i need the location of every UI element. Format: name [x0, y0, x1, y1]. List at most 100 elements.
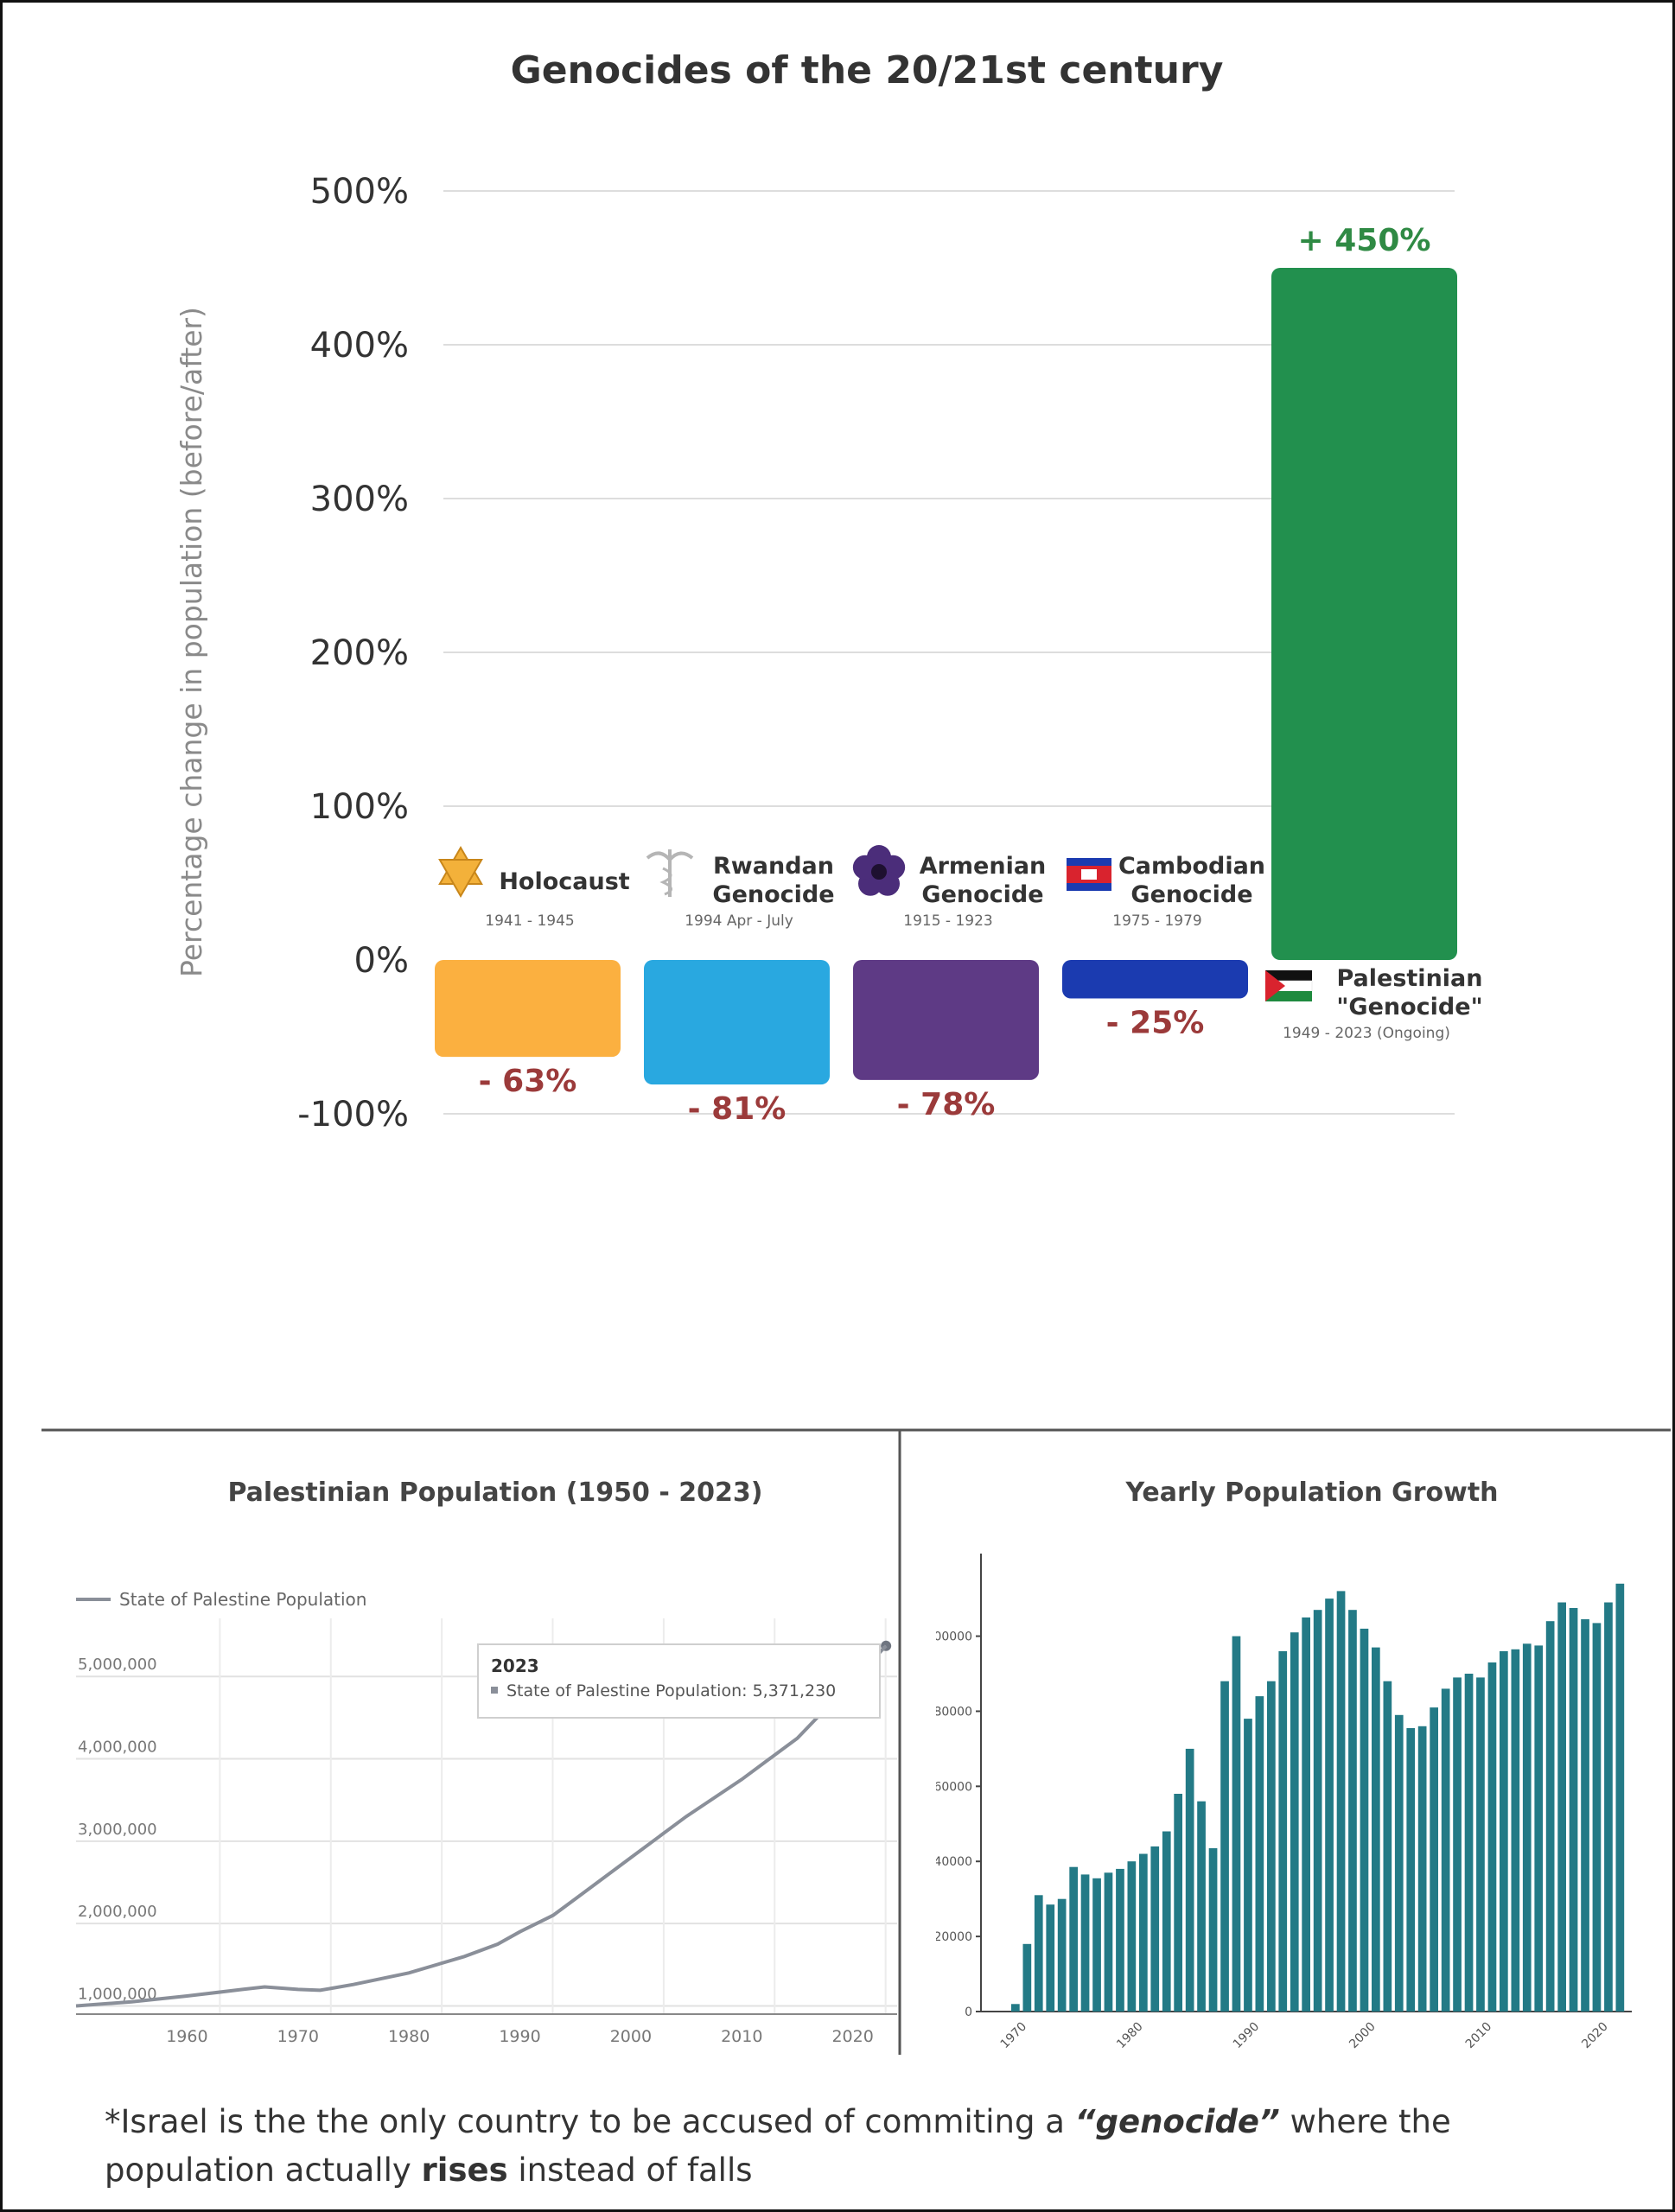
- growth-y-tick-label: 100000: [936, 1630, 972, 1644]
- footnote-asterisk: *: [105, 2103, 121, 2140]
- footnote-text-part1: Israel is the the only country to be acc…: [120, 2103, 1075, 2140]
- growth-bar: [1290, 1632, 1299, 2012]
- growth-bar: [1022, 1943, 1032, 2012]
- growth-bar: [1267, 1681, 1276, 2012]
- star-of-david-icon: [438, 845, 483, 899]
- main-bar-value-label: - 78%: [897, 1087, 996, 1122]
- growth-bar: [1383, 1681, 1392, 2012]
- growth-bar: [1581, 1619, 1589, 2012]
- growth-bar: [1430, 1707, 1438, 2012]
- main-category-period: 1941 - 1945: [485, 912, 574, 930]
- growth-bar: [1534, 1645, 1544, 2012]
- main-chart-title: Genocides of the 20/21st century: [511, 48, 1224, 92]
- growth-bar: [1417, 1726, 1427, 2012]
- growth-bar: [1057, 1898, 1067, 2012]
- growth-bar: [1406, 1728, 1416, 2012]
- growth-x-tick-label: 2010: [1463, 2020, 1495, 2052]
- main-bar: [1062, 960, 1248, 999]
- growth-bar: [1372, 1647, 1380, 2012]
- population-tooltip-swatch: [491, 1687, 498, 1694]
- growth-bar: [1197, 1801, 1206, 2012]
- growth-bar: [1394, 1714, 1404, 2012]
- main-bar-value-label: - 81%: [688, 1091, 787, 1127]
- main-bar-value-label: + 450%: [1298, 223, 1431, 258]
- growth-x-tick-label: 1970: [998, 2020, 1030, 2052]
- main-chart-bars: [435, 268, 1457, 1085]
- population-line-chart: Palestinian Population (1950 - 2023) Sta…: [41, 1428, 936, 2055]
- growth-bar: [1139, 1853, 1148, 2012]
- growth-bar: [1127, 1861, 1137, 2012]
- growth-bar: [1150, 1846, 1160, 2012]
- growth-bar: [1302, 1617, 1310, 2012]
- palestine-flag-icon: [1264, 970, 1313, 1001]
- growth-bar: [1116, 1868, 1124, 2012]
- main-category-label: "Genocide": [1336, 994, 1482, 1020]
- population-tooltip-value: State of Palestine Population: 5,371,230: [506, 1681, 836, 1700]
- population-x-tick-label: 1960: [166, 2027, 207, 2046]
- growth-bar: [1360, 1628, 1369, 2012]
- main-y-tick-label: 0%: [354, 941, 409, 981]
- growth-bar: [1545, 1621, 1555, 2012]
- growth-bar: [1092, 1878, 1101, 2012]
- main-chart-y-axis-label: Percentage change in population (before/…: [175, 307, 208, 977]
- growth-bar: [1034, 1895, 1043, 2012]
- growth-bar: [1557, 1602, 1566, 2012]
- growth-bar: [1336, 1591, 1346, 2012]
- growth-bar: [1080, 1874, 1090, 2012]
- growth-x-tick-label: 1990: [1231, 2020, 1263, 2052]
- growth-y-tick-label: 0: [965, 2005, 972, 2019]
- growth-bar: [1592, 1623, 1602, 2012]
- main-bar: [1271, 268, 1457, 960]
- main-chart-y-ticks: 500% 400% 300% 200% 100% 0% -100%: [297, 172, 409, 1135]
- growth-bar: [1476, 1677, 1485, 2012]
- growth-bar: [1011, 2004, 1020, 2012]
- growth-bar: [1069, 1866, 1078, 2012]
- growth-bar: [1220, 1681, 1229, 2012]
- population-y-tick-label: 1,000,000: [78, 1985, 157, 2003]
- growth-bar: [1232, 1636, 1241, 2012]
- main-bar: [853, 960, 1039, 1080]
- main-bar-value-label: - 25%: [1106, 1006, 1205, 1041]
- growth-bar: [1244, 1719, 1252, 2012]
- population-y-tick-label: 5,000,000: [78, 1656, 157, 1674]
- population-x-tick-label: 2020: [831, 2027, 873, 2046]
- growth-bar: [1348, 1610, 1357, 2012]
- growth-bar: [1255, 1696, 1264, 2012]
- growth-bar-chart: Yearly Population Growth 0 20000 40000 6000…: [936, 1428, 1671, 2052]
- footnote-rises-word: rises: [421, 2152, 508, 2189]
- main-bar: [644, 960, 830, 1085]
- population-legend-label: State of Palestine Population: [119, 1589, 366, 1610]
- main-category-label: Genocide: [921, 881, 1043, 908]
- growth-bar: [1046, 1904, 1055, 2012]
- growth-bar: [1278, 1651, 1288, 2012]
- growth-chart-title: Yearly Population Growth: [1124, 1478, 1498, 1508]
- forget-me-not-icon: [852, 845, 906, 896]
- population-series-line: [75, 1644, 888, 2008]
- population-x-tick-label: 1970: [277, 2027, 319, 2046]
- growth-bar: [1464, 1674, 1474, 2012]
- main-bar: [435, 960, 621, 1058]
- population-x-tick-label: 2010: [721, 2027, 762, 2046]
- population-x-tick-label: 1990: [499, 2027, 540, 2046]
- population-tooltip-year: 2023: [491, 1656, 539, 1676]
- main-y-tick-label: 100%: [310, 787, 409, 827]
- growth-bar: [1208, 1848, 1218, 2012]
- growth-bar: [1604, 1602, 1613, 2012]
- growth-bar: [1313, 1610, 1322, 2012]
- growth-chart-bars: [1011, 1583, 1625, 2012]
- main-bar-value-label: - 63%: [479, 1064, 577, 1099]
- growth-y-tick-label: 40000: [936, 1855, 972, 1869]
- main-category-label: Palestinian: [1336, 965, 1482, 992]
- growth-bar: [1185, 1748, 1194, 2012]
- population-tooltip: 2023 State of Palestine Population: 5,37…: [477, 1643, 881, 1719]
- main-y-tick-label: -100%: [297, 1095, 409, 1135]
- main-category-period: 1949 - 2023 (Ongoing): [1283, 1025, 1450, 1042]
- footnote-text-part3: instead of falls: [507, 2152, 753, 2189]
- main-y-tick-label: 300%: [310, 480, 409, 519]
- growth-bar: [1615, 1583, 1625, 2012]
- growth-bar: [1487, 1662, 1497, 2012]
- genocide-bar-chart: Genocides of the 20/21st century Percent…: [175, 48, 1483, 1135]
- population-tooltip-box: [477, 1643, 881, 1719]
- footnote-genocide-word: “genocide”: [1074, 2103, 1280, 2140]
- growth-y-tick-label: 80000: [936, 1705, 972, 1719]
